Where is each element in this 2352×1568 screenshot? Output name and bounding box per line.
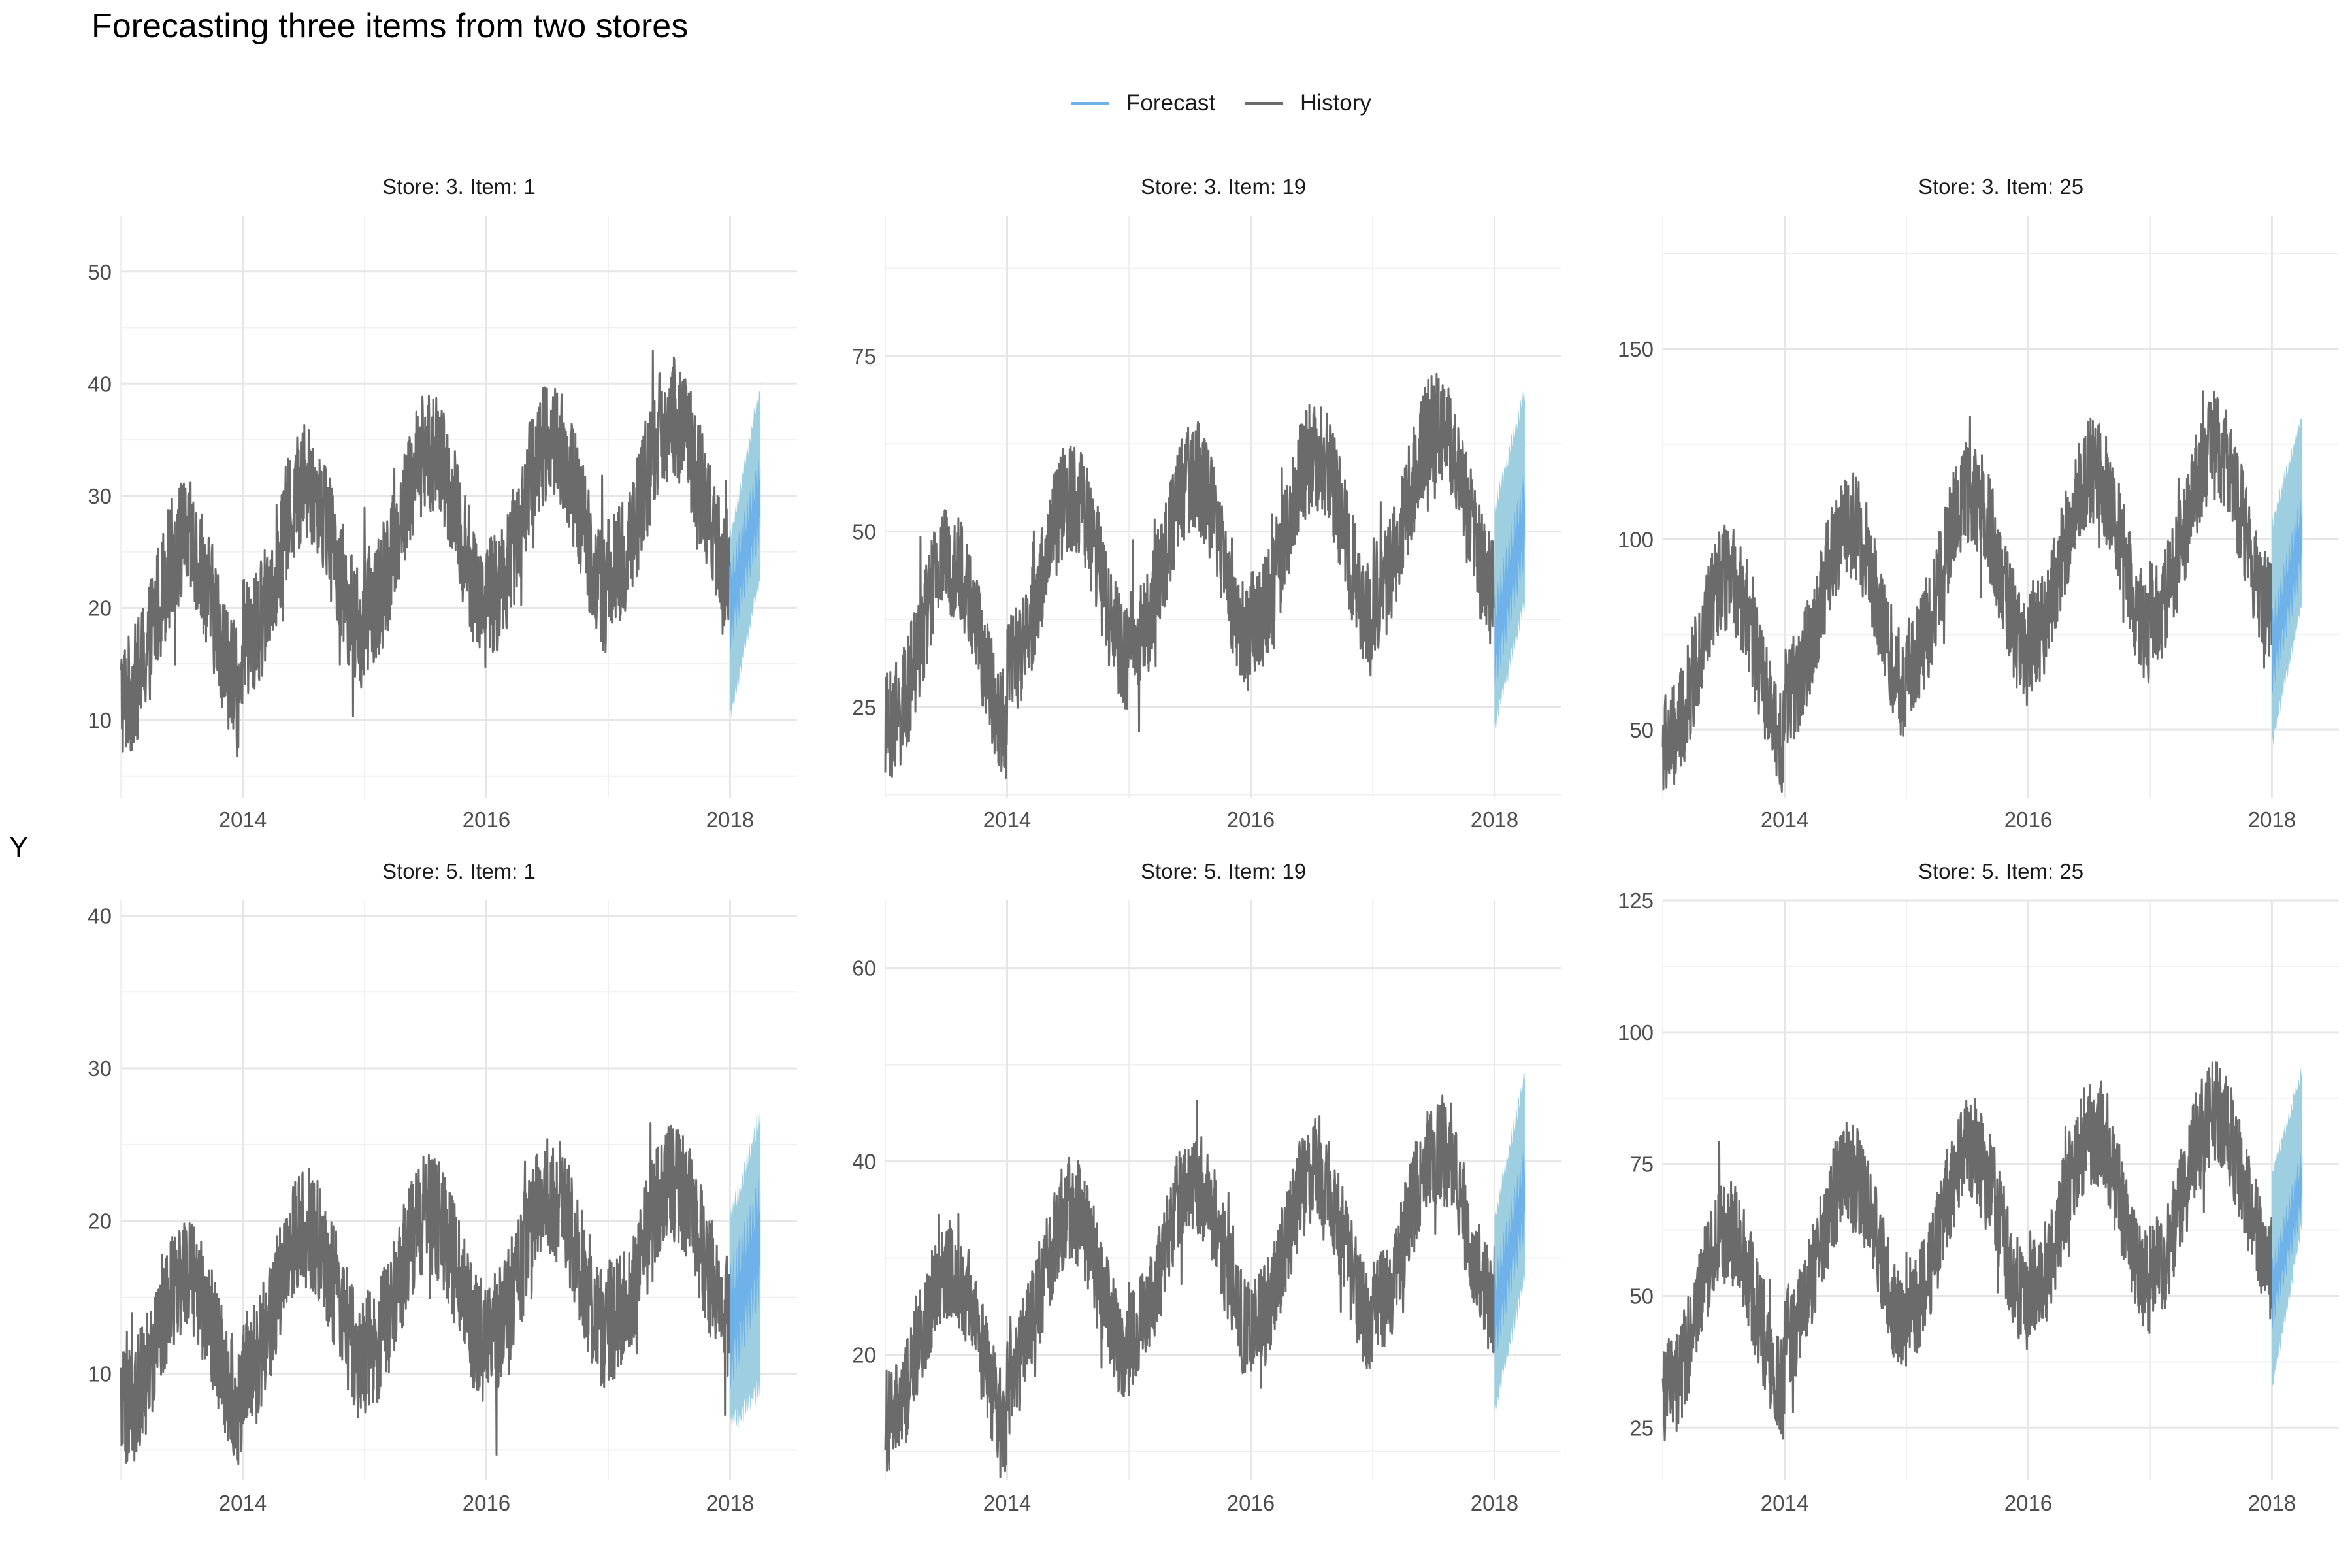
panel-label: Store: 3. Item: 19: [1141, 174, 1306, 199]
panel-5: Store: 5. Item: 19 20 40 60 2014 2016 2018: [852, 859, 1561, 1515]
history-line: [884, 372, 1495, 779]
legend-label-forecast: Forecast: [1126, 90, 1216, 116]
y-tick-label: 40: [88, 904, 112, 928]
y-tick-label: 75: [852, 344, 876, 368]
panel-label: Store: 3. Item: 1: [382, 174, 536, 199]
panel-2: Store: 3. Item: 19 25 50 75 2014 2016 2018: [852, 174, 1561, 832]
panel-6: Store: 5. Item: 25 25 50 75 100 125 2014 2016 20…: [1618, 859, 2339, 1515]
panel-1: Store: 3. Item: 1 10 20 30 40 50 2014 2016 2018: [88, 174, 797, 832]
y-tick-label: 50: [1629, 1284, 1654, 1308]
x-tick-label: 2016: [2004, 1491, 2052, 1515]
history-line: [1661, 390, 2273, 794]
y-tick-label: 60: [852, 956, 876, 981]
y-tick-label: 40: [88, 372, 112, 396]
history-line: [120, 1122, 731, 1465]
legend-label-history: History: [1300, 90, 1371, 116]
x-tick-label: 2014: [1761, 1491, 1808, 1515]
x-tick-label: 2016: [463, 1491, 510, 1515]
x-tick-label: 2018: [706, 1491, 754, 1515]
x-tick-label: 2014: [219, 1491, 267, 1515]
y-tick-label: 10: [88, 1362, 112, 1386]
x-tick-label: 2018: [1471, 1491, 1518, 1515]
y-tick-label: 50: [88, 260, 112, 284]
forecast-line: [2272, 1151, 2303, 1330]
x-tick-label: 2016: [463, 808, 510, 832]
y-tick-label: 75: [1629, 1152, 1654, 1177]
legend: Forecast History: [0, 84, 2352, 123]
y-tick-label: 20: [88, 1209, 112, 1233]
x-tick-label: 2016: [1227, 1491, 1275, 1515]
history-line: [120, 350, 731, 758]
y-tick-label: 100: [1618, 1021, 1654, 1045]
legend-key-forecast: [1071, 101, 1109, 105]
panel-label: Store: 5. Item: 25: [1918, 859, 2083, 883]
y-tick-label: 30: [88, 1056, 112, 1081]
forecast-line: [730, 457, 761, 651]
y-tick-label: 50: [852, 520, 876, 544]
legend-key-history: [1245, 101, 1283, 105]
x-tick-label: 2016: [2004, 808, 2052, 832]
y-tick-label: 30: [88, 484, 112, 508]
y-tick-label: 125: [1618, 889, 1654, 913]
x-tick-label: 2018: [2248, 808, 2296, 832]
history-line: [884, 1094, 1495, 1479]
y-tick-label: 10: [88, 708, 112, 732]
x-tick-label: 2018: [1471, 808, 1518, 832]
y-tick-label: 50: [1629, 718, 1654, 742]
x-tick-label: 2014: [983, 808, 1031, 832]
y-tick-label: 40: [852, 1150, 876, 1174]
legend-item-forecast: Forecast: [1071, 84, 1215, 123]
forecast-line: [2272, 495, 2303, 695]
y-tick-label: 20: [88, 596, 112, 620]
y-tick-label: 25: [1629, 1416, 1654, 1440]
panel-4: Store: 5. Item: 1 10 20 30 40 2014 2016 2018: [88, 859, 797, 1515]
panel-label: Store: 5. Item: 1: [382, 859, 536, 883]
y-tick-label: 20: [852, 1343, 876, 1367]
panel-3: Store: 3. Item: 25 50 100 150 2014 2016 2018: [1618, 174, 2339, 832]
x-tick-label: 2014: [1761, 808, 1808, 832]
legend-item-history: History: [1245, 84, 1371, 123]
y-tick-label: 150: [1618, 337, 1654, 361]
x-tick-label: 2018: [706, 808, 754, 832]
panel-label: Store: 5. Item: 19: [1141, 859, 1306, 883]
panel-label: Store: 3. Item: 25: [1918, 174, 2083, 199]
y-tick-label: 25: [852, 695, 876, 719]
y-axis-label: Y: [9, 831, 29, 863]
x-tick-label: 2016: [1227, 808, 1275, 832]
y-tick-label: 100: [1618, 528, 1654, 552]
x-tick-label: 2014: [983, 1491, 1031, 1515]
x-tick-label: 2018: [2248, 1491, 2296, 1515]
forecast-line: [1494, 475, 1526, 691]
x-tick-label: 2014: [219, 808, 267, 832]
chart-title: Forecasting three items from two stores: [91, 7, 689, 45]
forecast-line: [730, 1176, 761, 1390]
history-line: [1661, 1061, 2273, 1442]
forecast-line: [1494, 1150, 1526, 1362]
